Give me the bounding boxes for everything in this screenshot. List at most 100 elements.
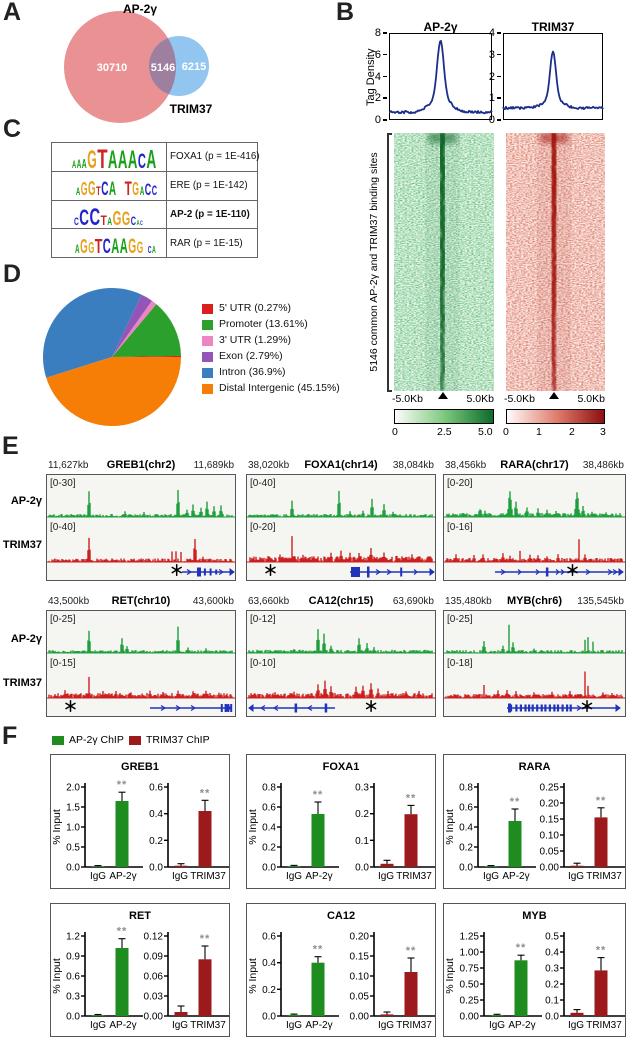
svg-text:0.10: 0.10 <box>350 972 370 983</box>
svg-text:0.3: 0.3 <box>66 992 80 1003</box>
svg-text:T: T <box>125 179 132 197</box>
svg-text:0.0: 0.0 <box>149 863 163 874</box>
svg-text:IgG: IgG <box>90 1020 106 1031</box>
svg-text:**: ** <box>117 779 128 791</box>
svg-text:0.8: 0.8 <box>459 783 473 794</box>
svg-text:% Input: % Input <box>444 958 456 994</box>
svg-text:1.5: 1.5 <box>66 803 80 814</box>
svg-text:A: A <box>76 186 80 197</box>
svg-text:IgG: IgG <box>568 871 584 882</box>
svg-text:0.1: 0.1 <box>545 996 559 1007</box>
svg-text:0.9: 0.9 <box>66 952 80 963</box>
svg-text:C: C <box>74 216 79 227</box>
svg-text:TRIM37: TRIM37 <box>190 1020 226 1031</box>
svg-text:T: T <box>96 184 101 197</box>
svg-text:% Input: % Input <box>51 958 63 994</box>
svg-text:**: ** <box>200 787 211 799</box>
svg-text:A: A <box>75 242 80 255</box>
svg-text:0.05: 0.05 <box>540 847 560 858</box>
svg-text:C: C <box>90 204 101 227</box>
svg-text:A: A <box>82 156 87 170</box>
svg-text:0.00: 0.00 <box>540 863 560 874</box>
svg-text:0.0: 0.0 <box>262 863 276 874</box>
svg-text:T: T <box>97 145 108 170</box>
svg-text:A: A <box>128 146 137 170</box>
svg-text:5146: 5146 <box>151 62 175 74</box>
svg-text:A: A <box>111 235 119 255</box>
svg-text:0.06: 0.06 <box>144 972 164 983</box>
svg-text:0.0: 0.0 <box>355 863 369 874</box>
svg-text:C: C <box>145 180 152 197</box>
svg-text:0.12: 0.12 <box>144 932 164 943</box>
svg-text:TRIM37: TRIM37 <box>396 1020 432 1031</box>
svg-text:0.20: 0.20 <box>350 932 370 943</box>
svg-text:0.03: 0.03 <box>144 992 164 1003</box>
svg-text:TRIM37: TRIM37 <box>586 871 622 882</box>
svg-text:AP-2γ: AP-2γ <box>305 1020 332 1031</box>
svg-text:A: A <box>109 179 116 197</box>
svg-text:0.3: 0.3 <box>355 783 369 794</box>
svg-text:IgG: IgG <box>483 871 499 882</box>
svg-text:0.2: 0.2 <box>459 843 473 854</box>
svg-text:T: T <box>101 212 108 227</box>
svg-text:A: A <box>137 220 140 227</box>
svg-text:% Input: % Input <box>247 809 259 845</box>
svg-text:0.5: 0.5 <box>66 843 80 854</box>
svg-text:C: C <box>152 182 157 197</box>
svg-text:TRIM37: TRIM37 <box>396 871 432 882</box>
svg-text:A: A <box>77 157 82 170</box>
svg-text:**: ** <box>406 792 417 804</box>
svg-text:C: C <box>140 221 143 227</box>
svg-text:A: A <box>152 245 156 255</box>
svg-text:0.00: 0.00 <box>460 1012 480 1023</box>
svg-text:0.2: 0.2 <box>149 836 163 847</box>
svg-text:0.00: 0.00 <box>350 1012 370 1023</box>
svg-text:IgG: IgG <box>568 1020 584 1031</box>
svg-text:G: G <box>132 179 139 197</box>
svg-text:30710: 30710 <box>97 62 128 74</box>
svg-text:0.2: 0.2 <box>262 843 276 854</box>
svg-text:0.2: 0.2 <box>262 985 276 996</box>
svg-text:**: ** <box>596 945 607 957</box>
svg-text:G: G <box>113 208 122 227</box>
svg-text:0.1: 0.1 <box>355 836 369 847</box>
svg-text:**: ** <box>117 926 128 938</box>
svg-text:A: A <box>120 235 128 255</box>
svg-text:Tag Density: Tag Density <box>365 48 377 106</box>
svg-text:A: A <box>146 145 156 170</box>
svg-text:G: G <box>128 235 136 255</box>
svg-text:AP-2γ: AP-2γ <box>502 871 529 882</box>
svg-text:G: G <box>122 209 130 227</box>
svg-text:0.0: 0.0 <box>262 1012 276 1023</box>
svg-text:1.25: 1.25 <box>460 932 480 943</box>
svg-text:C: C <box>101 179 108 197</box>
svg-text:IgG: IgG <box>90 871 106 882</box>
svg-text:**: ** <box>516 942 527 954</box>
svg-text:TRIM37: TRIM37 <box>586 1020 622 1031</box>
svg-text:IgG: IgG <box>489 1020 505 1031</box>
svg-text:G: G <box>88 178 96 197</box>
svg-text:0.75: 0.75 <box>460 964 480 975</box>
svg-text:IgG: IgG <box>172 1020 188 1031</box>
svg-text:0.2: 0.2 <box>545 980 559 991</box>
svg-text:IgG: IgG <box>286 1020 302 1031</box>
svg-text:**: ** <box>596 795 607 807</box>
svg-text:**: ** <box>200 933 211 945</box>
svg-text:% Input: % Input <box>51 809 63 845</box>
svg-text:C: C <box>148 245 152 255</box>
svg-text:0.6: 0.6 <box>149 783 163 794</box>
svg-text:0.50: 0.50 <box>460 980 480 991</box>
svg-text:**: ** <box>510 796 521 808</box>
svg-text:0.0: 0.0 <box>459 863 473 874</box>
svg-text:1.2: 1.2 <box>66 932 80 943</box>
svg-text:A: A <box>108 146 118 170</box>
svg-text:**: ** <box>406 945 417 957</box>
svg-text:0.0: 0.0 <box>66 863 80 874</box>
svg-text:G: G <box>87 146 97 170</box>
svg-text:A: A <box>107 216 112 227</box>
svg-text:0.05: 0.05 <box>350 992 370 1003</box>
svg-text:% Input: % Input <box>444 809 456 845</box>
svg-text:TRIM37: TRIM37 <box>190 871 226 882</box>
svg-text:C: C <box>131 214 137 227</box>
svg-text:AP-2γ: AP-2γ <box>109 871 136 882</box>
